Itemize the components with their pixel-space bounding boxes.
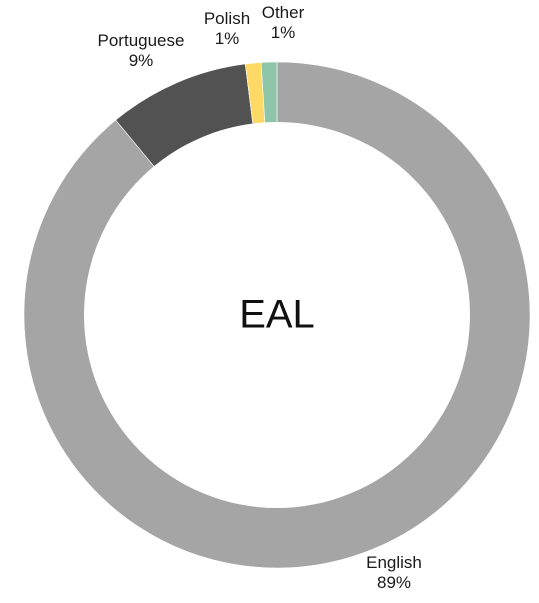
slice-percent-other: 1% — [271, 23, 296, 42]
slice-name-english: English — [366, 553, 422, 572]
slice-name-polish: Polish — [204, 9, 250, 28]
donut-hole — [84, 122, 470, 508]
labels-layer: English 89%Portuguese 9%Polish 1%Other 1% — [98, 3, 422, 592]
slice-label-other: Other 1% — [262, 3, 305, 42]
slice-name-other: Other — [262, 3, 305, 22]
slice-percent-english: 89% — [377, 573, 411, 592]
slice-label-english: English 89% — [366, 553, 422, 592]
slice-name-portuguese: Portuguese — [98, 31, 185, 50]
slice-percent-polish: 1% — [215, 29, 240, 48]
center-label: EAL — [239, 293, 315, 337]
slice-label-portuguese: Portuguese 9% — [98, 31, 185, 70]
slice-label-polish: Polish 1% — [204, 9, 250, 48]
slice-percent-portuguese: 9% — [129, 51, 154, 70]
